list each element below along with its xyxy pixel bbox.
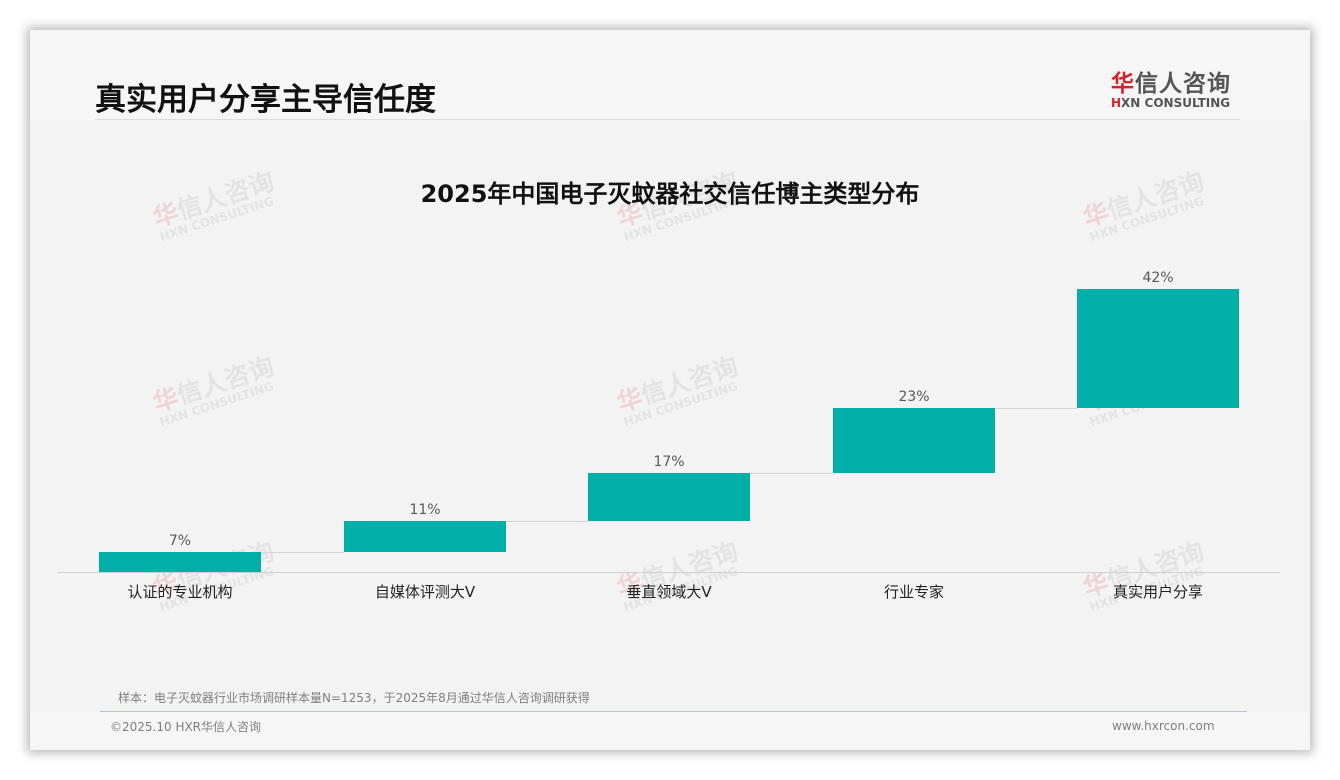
bar-4 [833,407,995,473]
category-label: 自媒体评测大V [374,583,476,601]
footer-band [30,712,1310,750]
bar-value-label: 17% [653,453,685,470]
bar-3 [588,472,750,522]
header-band [30,30,1310,120]
sample-note: 样本：电子灭蚊器行业市场调研样本量N=1253，于2025年8月通过华信人咨询调… [118,691,590,705]
category-label: 认证的专业机构 [127,583,233,601]
category-label: 真实用户分享 [1112,583,1203,601]
bar-2 [344,521,506,553]
copyright-text: ©2025.10 HXR华信人咨询 [110,720,262,734]
bar-value-label: 11% [409,502,441,519]
connector-line [750,472,833,474]
connector-line [506,521,588,523]
slide: 真实用户分享主导信任度 华信人咨询 HXN CONSULTING 华信人咨询 HX… [30,30,1310,750]
x-axis-line [58,572,1280,573]
company-logo: 华信人咨询 HXN CONSULTING [1111,64,1241,110]
category-label: 行业专家 [883,583,944,601]
bar-value-label: 7% [168,533,192,550]
logo-cn-red: 华 [1111,71,1135,97]
bar-5 [1077,289,1239,408]
website-link[interactable]: www.hxrcon.com [1112,719,1215,733]
connector-line [261,552,344,554]
bar-1 [99,552,261,572]
bar-value-label: 23% [898,388,930,405]
logo-en-rest: XN CONSULTING [1121,96,1231,110]
logo-cn-rest: 信人咨询 [1135,71,1231,97]
logo-cn: 华信人咨询 [1111,64,1241,98]
footer-divider [100,711,1247,712]
connector-line [995,407,1077,409]
page-title: 真实用户分享主导信任度 [95,82,436,118]
category-label: 垂直领域大V [626,583,712,601]
logo-en: HXN CONSULTING [1111,96,1241,110]
bar-value-label: 42% [1142,270,1174,286]
chart-title: 2025年中国电子灭蚊器社交信任博主类型分布 [420,180,920,208]
logo-en-red: H [1111,96,1122,110]
header-divider [95,119,1240,120]
